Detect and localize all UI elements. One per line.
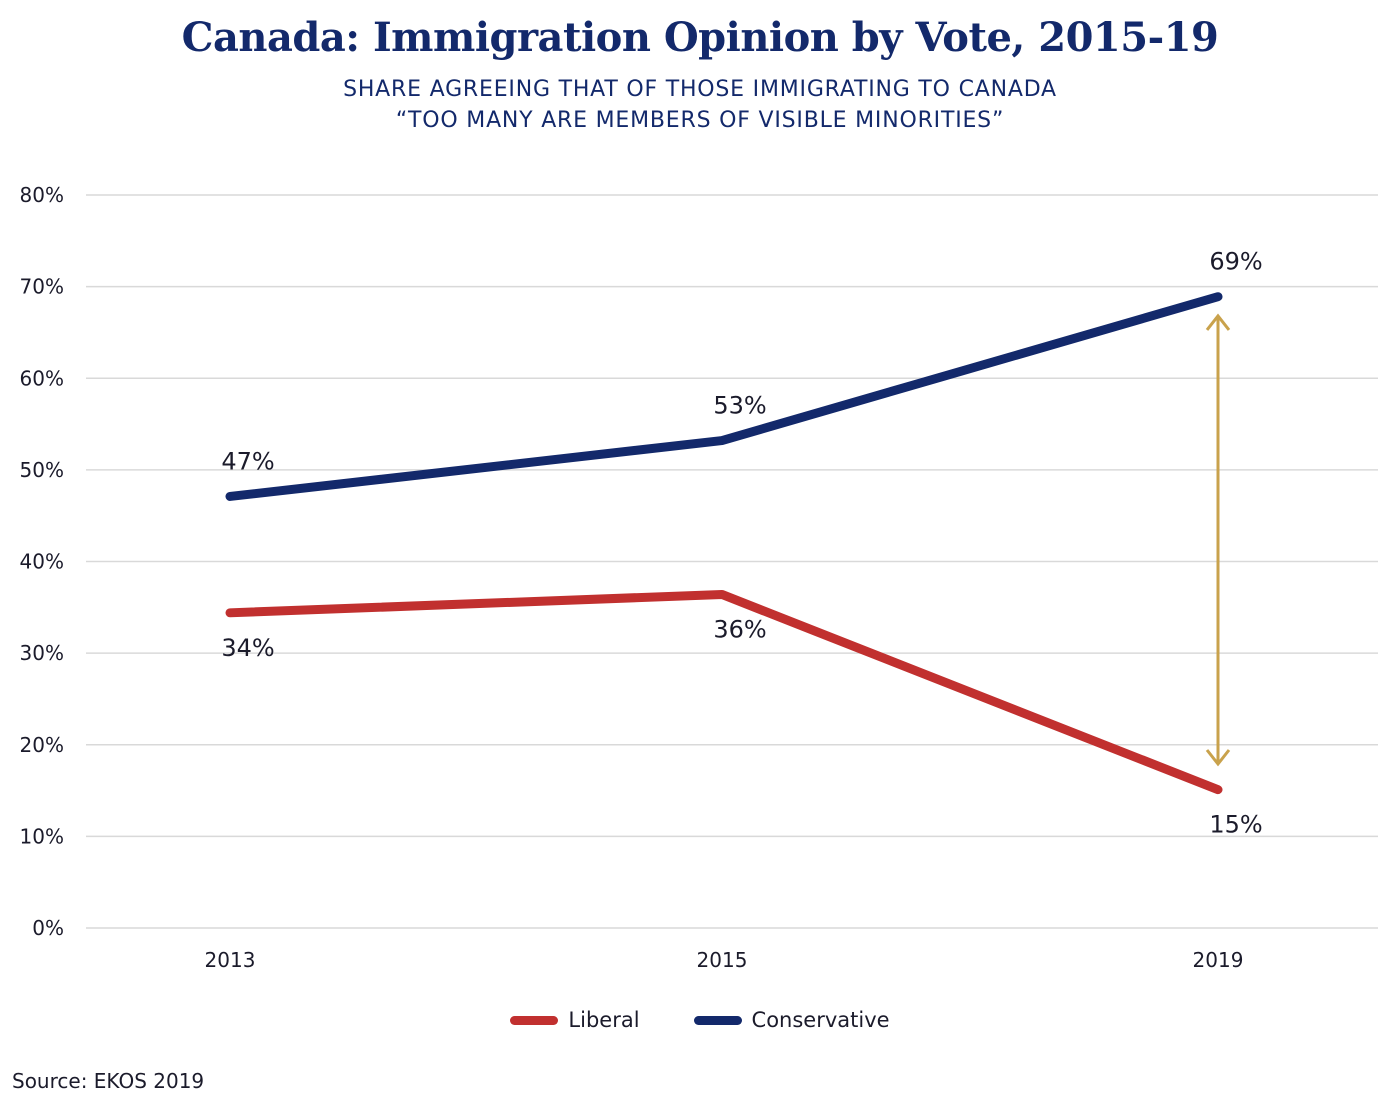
grid-lines: [86, 194, 1378, 929]
x-tick-label: 2015: [697, 948, 748, 972]
gap-arrow-head-bottom: [1205, 749, 1231, 767]
data-label-conservative: 53%: [713, 392, 766, 420]
legend-item-liberal: Liberal: [510, 1008, 640, 1032]
series-line-liberal: [225, 589, 1223, 795]
series-group: [225, 292, 1223, 795]
legend-item-conservative: Conservative: [693, 1008, 890, 1032]
series-line-conservative: [225, 292, 1223, 501]
legend-label-liberal: Liberal: [568, 1008, 640, 1032]
legend: Liberal Conservative: [0, 1008, 1400, 1032]
legend-swatch-conservative: [693, 1015, 742, 1025]
data-label-liberal: 36%: [713, 615, 766, 643]
y-tick-label: 10%: [20, 824, 64, 848]
y-tick-label: 20%: [20, 733, 64, 757]
y-tick-label: 70%: [20, 275, 64, 299]
line-chart: 0%10%20%30%40%50%60%70%80% 2013 2015 2019 …: [20, 183, 1378, 972]
x-tick-label: 2013: [205, 948, 256, 972]
y-tick-label: 50%: [20, 458, 64, 482]
x-tick-label: 2019: [1193, 948, 1244, 972]
y-tick-label: 80%: [20, 183, 64, 207]
chart-title: Canada: Immigration Opinion by Vote, 201…: [181, 14, 1219, 61]
y-tick-label: 40%: [20, 550, 64, 574]
y-tick-label: 0%: [32, 916, 64, 940]
data-label-conservative: 69%: [1209, 248, 1262, 276]
y-tick-label: 30%: [20, 641, 64, 665]
chart-subtitle: SHARE AGREEING THAT OF THOSE IMMIGRATING…: [0, 74, 1400, 136]
legend-swatch-liberal: [510, 1015, 559, 1025]
data-label-conservative: 47%: [221, 447, 274, 475]
gap-annotation: [1205, 313, 1231, 767]
x-axis: 2013 2015 2019: [205, 948, 1244, 972]
legend-label-conservative: Conservative: [751, 1008, 890, 1032]
y-axis: 0% 10% 20% 30% 40% 50% 60% 70% 80%: [20, 183, 64, 940]
data-labels: 34% 36% 15% 47% 53% 69%: [221, 248, 1262, 839]
y-tick-label: 60%: [20, 366, 64, 390]
data-label-liberal: 34%: [221, 634, 274, 662]
subtitle-line-1: SHARE AGREEING THAT OF THOSE IMMIGRATING…: [343, 77, 1057, 102]
data-label-liberal: 15%: [1209, 811, 1262, 839]
gap-arrow-head-top: [1205, 313, 1231, 331]
source-note: Source: EKOS 2019: [12, 1069, 205, 1093]
subtitle-line-2: “TOO MANY ARE MEMBERS OF VISIBLE MINORIT…: [395, 108, 1005, 133]
